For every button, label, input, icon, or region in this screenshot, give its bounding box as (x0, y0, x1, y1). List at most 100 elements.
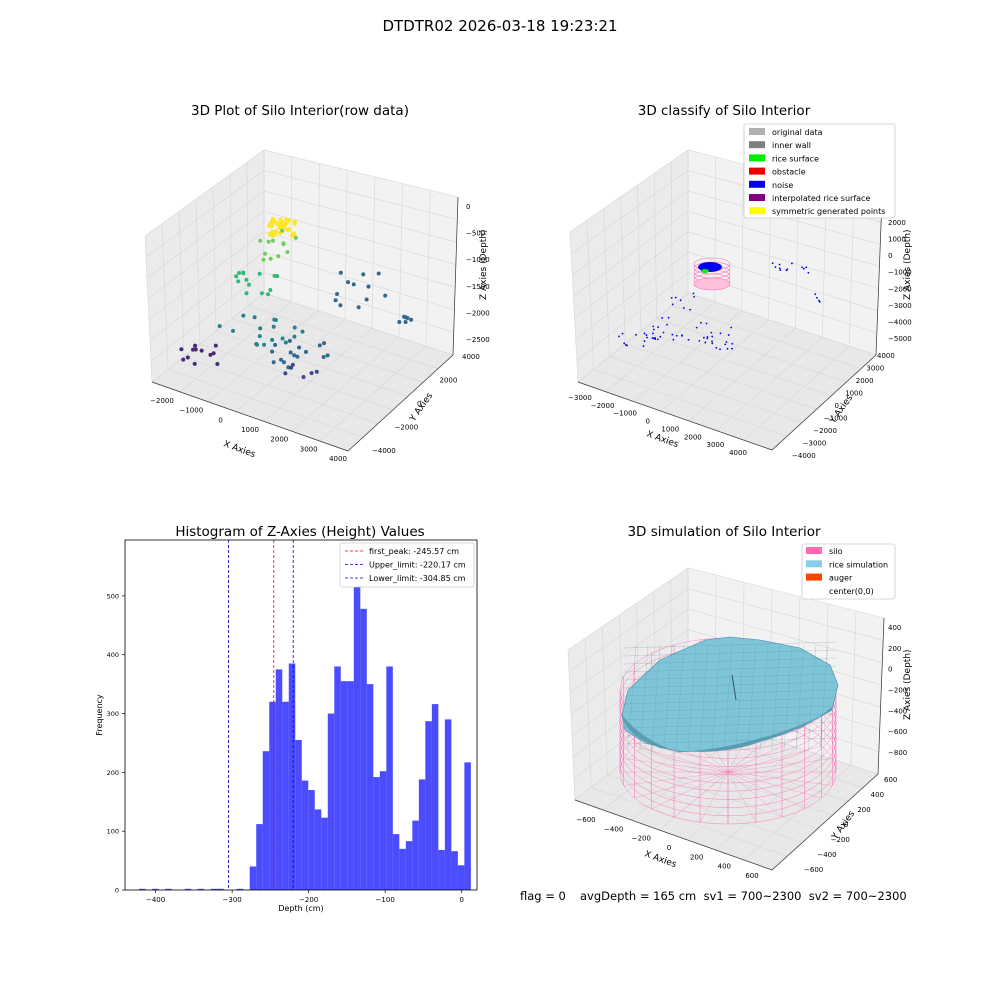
classify-legend-swatch (749, 180, 765, 188)
classify-grid-line (744, 345, 850, 441)
simulation-x-tick-label: 0 (667, 844, 671, 852)
classify-z-ticks: 2000 1000 0 −1000 −2000 −3000 −4000 −5000 (888, 219, 912, 343)
raw-grid-line (398, 183, 403, 338)
raw-point (231, 328, 236, 333)
classify-z-tick-label: 1000 (888, 236, 906, 244)
noise-point (785, 269, 788, 272)
rice-mesh-line (623, 657, 837, 665)
raw-point (193, 343, 198, 348)
noise-point (711, 342, 714, 345)
simulation-y-tick-label: −600 (804, 866, 823, 874)
raw-x-tick-label: 3000 (300, 445, 318, 453)
raw-point (283, 371, 288, 376)
silo-floor-spoke (727, 771, 805, 809)
classify-x-tick-label: 0 (645, 418, 649, 426)
histogram-bar (288, 663, 296, 890)
rice-mesh-line (807, 644, 817, 751)
raw-3d-box (144, 149, 459, 452)
raw-point (271, 324, 276, 329)
raw-point (213, 343, 218, 348)
raw-point (192, 361, 197, 366)
raw-point (255, 342, 260, 347)
histogram-bar (399, 848, 406, 890)
rice-mesh-line (623, 729, 837, 737)
noise-point (695, 326, 698, 329)
raw-plot-title: 3D Plot of Silo Interior(row data) (191, 103, 409, 119)
histogram-bar (249, 866, 257, 890)
raw-point (335, 292, 340, 297)
classify-grid-line (586, 220, 595, 370)
histogram-bar (379, 771, 387, 890)
noise-point (699, 321, 702, 324)
classify-legend-swatch (749, 194, 765, 201)
raw-point (281, 360, 286, 365)
classify-grid-line (609, 356, 802, 424)
noise-point (706, 335, 709, 338)
histogram-bar (321, 817, 328, 890)
classify-grid-line (688, 328, 796, 422)
simulation-grid-line (607, 774, 803, 843)
raw-point (286, 227, 292, 232)
raw-point (272, 273, 277, 278)
raw-grid-line (319, 345, 427, 442)
raw-point (246, 282, 251, 287)
classify-legend-label: inner wall (772, 141, 811, 150)
simulation-grid-line (743, 764, 852, 861)
raw-y-tick-label: −4000 (372, 447, 396, 455)
raw-point (241, 313, 246, 318)
simulation-y-tick-label: 0 (844, 821, 848, 829)
histogram-chart: −400 −300 −200 −100 0 0 100 200 300 400 500 Depth… (95, 539, 478, 913)
raw-point (366, 284, 371, 289)
classify-grid-line (670, 161, 673, 306)
raw-point (361, 272, 366, 277)
histogram-title: Histogram of Z-Axies (Height) Values (175, 524, 425, 540)
classify-x-tick-label: 4000 (729, 449, 747, 457)
rice-mesh-line (623, 721, 837, 729)
simulation-grid-line (584, 638, 592, 788)
raw-grid-line (183, 356, 379, 424)
raw-z-tick-label: 0 (466, 203, 470, 211)
rice-surface-edge (622, 705, 834, 752)
classify-grid-line (848, 192, 855, 347)
simulation-grid-line (591, 787, 788, 857)
raw-x-ticks: −2000 −1000 0 1000 2000 3000 4000 (150, 397, 347, 463)
raw-y-tick-label: 0 (417, 400, 421, 408)
raw-point (281, 242, 286, 247)
raw-grid-line (246, 162, 249, 306)
raw-grid-line (167, 369, 364, 438)
raw-grid-line (371, 176, 376, 329)
rice-mesh-line (747, 644, 757, 751)
histogram-legend-frame (339, 542, 475, 588)
classify-legend-label: obstacle (772, 168, 806, 177)
noise-point (671, 333, 674, 336)
histogram-bar (347, 681, 354, 890)
simulation-grid-line (639, 749, 833, 816)
simulation-z-tick-label: −600 (888, 728, 907, 736)
histogram-bar (412, 820, 419, 890)
classify-grid-line (637, 185, 642, 332)
raw-x-axis-label: X Axies (222, 439, 257, 460)
raw-point (351, 282, 356, 287)
raw-point (292, 334, 297, 339)
noise-point (805, 266, 808, 269)
classify-z-tick-label: −4000 (888, 318, 912, 326)
simulation-x-ticks: −600 −400 −200 0 200 400 600 (576, 816, 758, 880)
histogram-x-tick-label: −100 (376, 896, 395, 904)
silo-floor-spoke (634, 771, 729, 799)
raw-point (258, 326, 263, 331)
histogram-y-tick-label: 400 (107, 651, 119, 659)
histogram-x-tick-label: −300 (223, 896, 242, 904)
classify-grid-line (593, 369, 787, 437)
raw-z-tick-label: −500 (466, 230, 485, 238)
raw-z-ticks: 0 −500 −1000 −1500 −2000 −2500 (466, 203, 490, 344)
noise-point (652, 328, 655, 331)
noise-point (659, 335, 662, 338)
raw-point (292, 221, 297, 227)
raw-point (279, 357, 284, 362)
raw-point (285, 250, 290, 255)
noise-point (818, 299, 820, 302)
raw-point (293, 235, 298, 240)
classify-y-tick-label: −2000 (813, 427, 837, 435)
noise-point (652, 332, 654, 335)
